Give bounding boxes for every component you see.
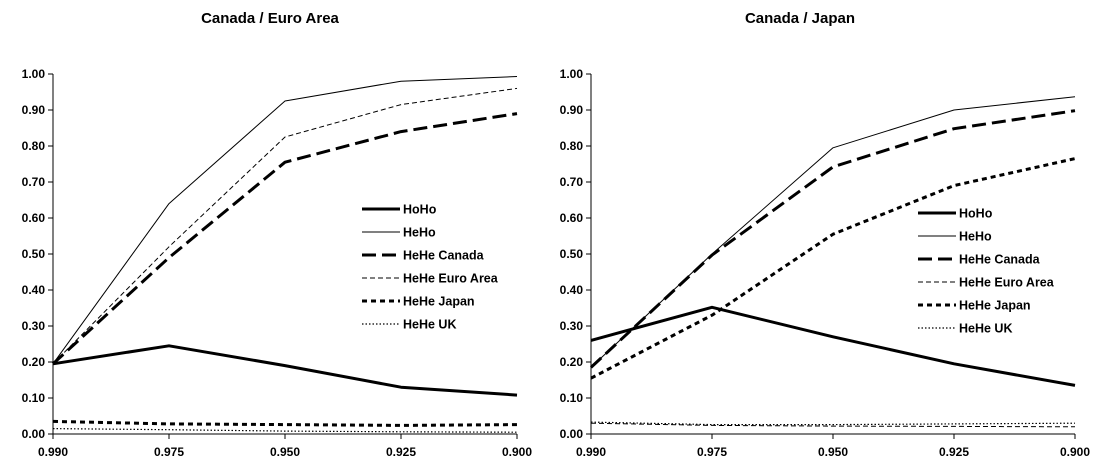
- series-line-hehe-euro-area: [590, 422, 1076, 428]
- legend-label: HeHe Canada: [959, 253, 1041, 267]
- y-tick-label: 0.00: [22, 427, 46, 441]
- y-tick-label: 0.90: [560, 103, 584, 117]
- chart-legend: HoHo HeHo HeHe Canada HeHe Euro Area HeHe Ja…: [362, 203, 499, 332]
- legend-label: HeHe Japan: [959, 299, 1031, 313]
- y-tick-label: 0.30: [22, 319, 46, 333]
- series-line-heho: [52, 76, 518, 365]
- y-tick-label: 0.10: [22, 391, 46, 405]
- y-tick-label: 0.80: [22, 139, 46, 153]
- x-tick-label: 0.900: [502, 445, 532, 459]
- y-tick-label: 0.90: [22, 103, 46, 117]
- x-tick-label: 0.975: [154, 445, 184, 459]
- legend-label: HeHe Euro Area: [959, 276, 1055, 290]
- x-tick-label: 0.990: [38, 445, 68, 459]
- y-tick-label: 0.60: [560, 211, 584, 225]
- legend-label: HeHo: [959, 230, 992, 244]
- legend-label: HeHe UK: [403, 318, 457, 332]
- y-tick-label: 0.50: [560, 247, 584, 261]
- legend-label: HeHe UK: [959, 322, 1013, 336]
- x-tick-label: 0.990: [576, 445, 606, 459]
- y-tick-label: 1.00: [22, 67, 46, 81]
- chart-panel-2: Canada / Japan 0.00 0.10 0.20 0.30 0.40 0.50 0.…: [560, 10, 1091, 459]
- legend-label: HeHe Euro Area: [403, 272, 499, 286]
- chart-title: Canada / Japan: [745, 10, 855, 27]
- x-tick-label: 0.925: [939, 445, 969, 459]
- y-tick-label: 0.40: [560, 283, 584, 297]
- series-line-hoho: [590, 305, 1076, 387]
- y-tick-label: 0.70: [560, 175, 584, 189]
- series-line-hehe-uk: [52, 428, 518, 433]
- series-line-hehe-canada: [51, 112, 518, 365]
- legend-label: HeHo: [403, 226, 436, 240]
- series-line-hehe-euro-area: [52, 87, 518, 365]
- x-tick-label: 0.950: [818, 445, 848, 459]
- series-line-hehe-uk: [590, 421, 1076, 426]
- x-tick-label: 0.950: [270, 445, 300, 459]
- y-tick-label: 0.20: [22, 355, 46, 369]
- y-tick-label: 0.40: [22, 283, 46, 297]
- y-tick-label: 0.10: [560, 391, 584, 405]
- y-tick-label: 0.20: [560, 355, 584, 369]
- series-line-hoho: [52, 344, 518, 397]
- legend-label: HoHo: [403, 203, 437, 217]
- y-tick-label: 0.30: [560, 319, 584, 333]
- y-tick-label: 1.00: [560, 67, 584, 81]
- x-tick-label: 0.925: [386, 445, 416, 459]
- series-line-hehe-japan: [590, 157, 1076, 380]
- y-tick-label: 0.60: [22, 211, 46, 225]
- legend-label: HoHo: [959, 207, 993, 221]
- chart-title: Canada / Euro Area: [201, 10, 339, 27]
- y-tick-label: 0.00: [560, 427, 584, 441]
- legend-label: HeHe Japan: [403, 295, 475, 309]
- chart-panel-1: Canada / Euro Area 0.00 0.10 0.20 0.30 0.40 0.…: [22, 10, 533, 459]
- chart-legend: HoHo HeHo HeHe Canada HeHe Euro Area HeHe Ja…: [918, 207, 1055, 336]
- y-tick-label: 0.80: [560, 139, 584, 153]
- x-tick-label: 0.975: [697, 445, 727, 459]
- y-tick-label: 0.70: [22, 175, 46, 189]
- y-tick-label: 0.50: [22, 247, 46, 261]
- legend-label: HeHe Canada: [403, 249, 485, 263]
- series-line-hehe-canada: [589, 109, 1076, 369]
- x-tick-label: 0.900: [1060, 445, 1090, 459]
- series-line-hehe-japan: [52, 419, 518, 427]
